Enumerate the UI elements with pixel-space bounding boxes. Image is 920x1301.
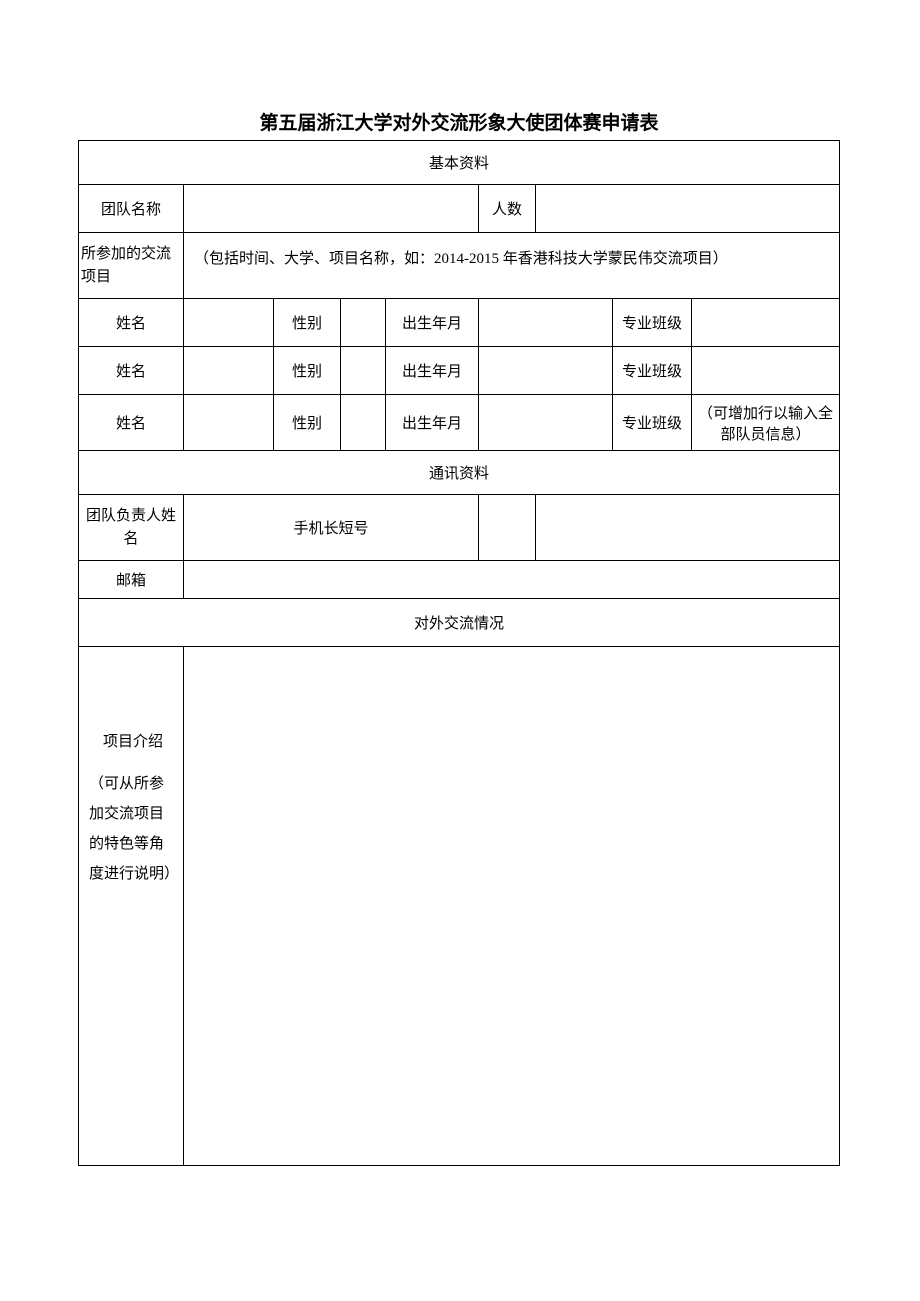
intro-desc: （可从所参加交流项目的特色等角度进行说明） bbox=[89, 776, 179, 882]
basic-section-header: 基本资料 bbox=[79, 141, 840, 185]
member1-birth-value[interactable] bbox=[479, 299, 613, 347]
member1-name-value[interactable] bbox=[184, 299, 274, 347]
intro-title: 项目介绍 bbox=[89, 727, 177, 757]
phone-value-1[interactable] bbox=[479, 495, 536, 561]
leader-name-label: 团队负责人姓名 bbox=[79, 495, 184, 561]
member3-birth-value[interactable] bbox=[479, 395, 613, 451]
member-gender-label: 性别 bbox=[274, 299, 341, 347]
member-birth-label: 出生年月 bbox=[386, 395, 479, 451]
member-class-label: 专业班级 bbox=[613, 395, 692, 451]
project-label: 所参加的交流项目 bbox=[79, 233, 184, 299]
member-name-label: 姓名 bbox=[79, 299, 184, 347]
exchange-section-header: 对外交流情况 bbox=[79, 599, 840, 647]
member1-gender-value[interactable] bbox=[341, 299, 386, 347]
member-gender-label: 性别 bbox=[274, 395, 341, 451]
people-count-label: 人数 bbox=[479, 185, 536, 233]
team-name-value[interactable] bbox=[184, 185, 479, 233]
member3-name-value[interactable] bbox=[184, 395, 274, 451]
member2-gender-value[interactable] bbox=[341, 347, 386, 395]
phone-label: 手机长短号 bbox=[184, 495, 479, 561]
member2-class-value[interactable] bbox=[692, 347, 840, 395]
add-row-hint: （可增加行以输入全部队员信息） bbox=[692, 395, 840, 451]
project-hint[interactable]: （包括时间、大学、项目名称，如：2014-2015 年香港科技大学蒙民伟交流项目… bbox=[184, 233, 840, 299]
member-name-label: 姓名 bbox=[79, 347, 184, 395]
member-gender-label: 性别 bbox=[274, 347, 341, 395]
member-name-label: 姓名 bbox=[79, 395, 184, 451]
intro-value[interactable] bbox=[184, 647, 840, 1166]
member3-gender-value[interactable] bbox=[341, 395, 386, 451]
member2-name-value[interactable] bbox=[184, 347, 274, 395]
member1-class-value[interactable] bbox=[692, 299, 840, 347]
application-form-table: 基本资料 团队名称 人数 所参加的交流项目 （包括时间、大学、项目名称，如：20… bbox=[78, 140, 840, 1166]
email-label: 邮箱 bbox=[79, 561, 184, 599]
team-name-label: 团队名称 bbox=[79, 185, 184, 233]
member2-birth-value[interactable] bbox=[479, 347, 613, 395]
people-count-value[interactable] bbox=[536, 185, 840, 233]
member-class-label: 专业班级 bbox=[613, 299, 692, 347]
phone-value-2[interactable] bbox=[536, 495, 840, 561]
member-birth-label: 出生年月 bbox=[386, 299, 479, 347]
form-title: 第五届浙江大学对外交流形象大使团体赛申请表 bbox=[78, 108, 840, 135]
member-class-label: 专业班级 bbox=[613, 347, 692, 395]
email-value[interactable] bbox=[184, 561, 840, 599]
contact-section-header: 通讯资料 bbox=[79, 451, 840, 495]
member-birth-label: 出生年月 bbox=[386, 347, 479, 395]
intro-label-cell: 项目介绍 （可从所参加交流项目的特色等角度进行说明） bbox=[79, 647, 184, 1166]
